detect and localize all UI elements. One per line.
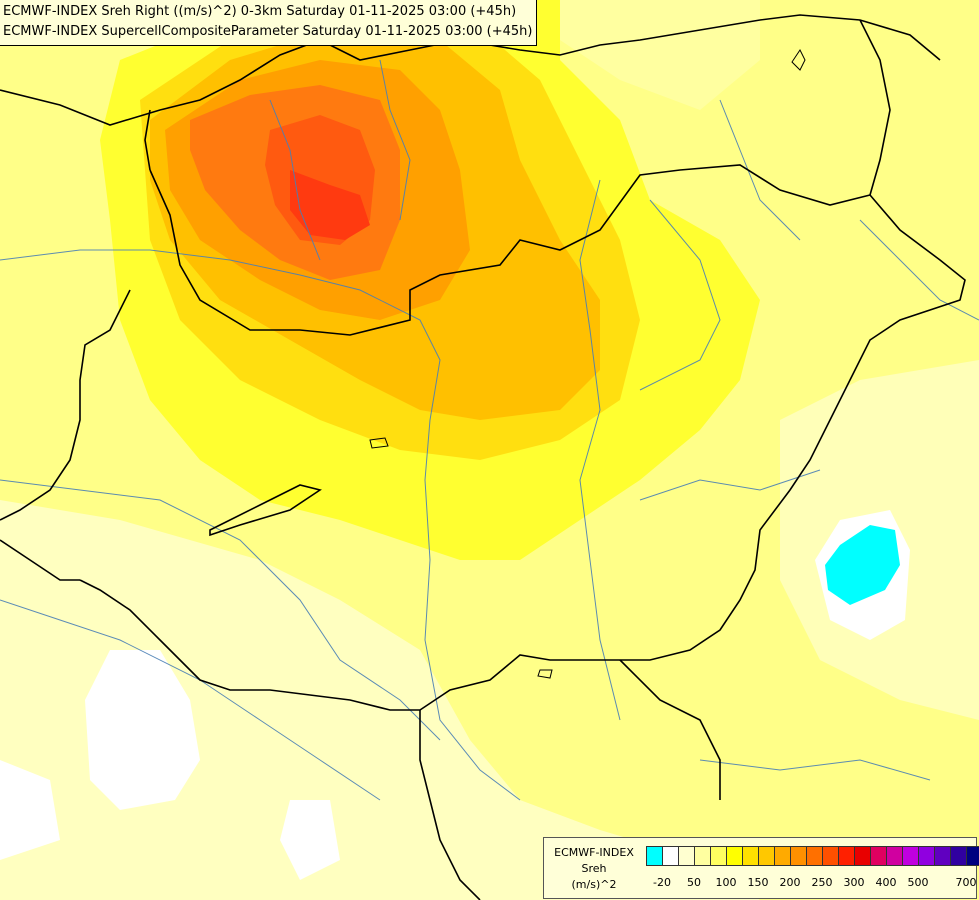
legend-swatch (678, 847, 694, 865)
cyan-patch (825, 525, 900, 605)
legend-tick-label: 300 (843, 876, 865, 889)
legend-swatch (950, 847, 966, 865)
title-line-2: ECMWF-INDEX SupercellCompositeParameter … (3, 24, 533, 39)
border-hungary (79, 164, 966, 711)
border-southeast (619, 659, 721, 800)
legend-label-1: ECMWF-INDEX (554, 846, 634, 859)
legend-tick-label: 400 (875, 876, 897, 889)
legend-tick-label: 250 (811, 876, 833, 889)
legend-tick-label: 150 (747, 876, 769, 889)
pale-region-sw (0, 500, 760, 900)
legend-swatch (822, 847, 838, 865)
legend-swatch (646, 847, 662, 865)
legend-tick-label: 500 (907, 876, 929, 889)
white-patch-s (280, 800, 340, 880)
legend-swatch (966, 847, 979, 865)
legend-swatch (870, 847, 886, 865)
legend-swatch (662, 847, 678, 865)
legend-swatch (710, 847, 726, 865)
color-legend: ECMWF-INDEX Sreh (m/s)^2 -20 50 100 150 200 2… (543, 837, 979, 899)
white-patch-sw (85, 650, 200, 810)
legend-swatch (694, 847, 710, 865)
legend-tick-label: 50 (687, 876, 701, 889)
map-title-box: ECMWF-INDEX Sreh Right ((m/s)^2) 0-3km S… (0, 0, 538, 46)
legend-label-2: Sreh (581, 862, 607, 875)
legend-tick-label: 700 (955, 876, 977, 889)
border-southwest (0, 539, 80, 581)
dark-orange-patch (205, 120, 245, 170)
white-patch-w (0, 760, 60, 860)
legend-swatch (790, 847, 806, 865)
legend-swatch (854, 847, 870, 865)
legend-swatch (726, 847, 742, 865)
legend-color-bar (646, 846, 979, 866)
legend-swatch (758, 847, 774, 865)
red-core (290, 170, 370, 240)
legend-label-3: (m/s)^2 (571, 878, 617, 891)
title-line-1: ECMWF-INDEX Sreh Right ((m/s)^2) 0-3km S… (3, 4, 517, 19)
legend-swatch (918, 847, 934, 865)
border-east (859, 19, 891, 196)
legend-swatch (886, 847, 902, 865)
legend-swatch (934, 847, 950, 865)
legend-swatch (806, 847, 822, 865)
legend-tick-label: 100 (715, 876, 737, 889)
legend-swatch (742, 847, 758, 865)
legend-tick-label: -20 (653, 876, 671, 889)
border-slovakia-austria (144, 109, 151, 171)
border-south (419, 710, 481, 900)
legend-swatch (902, 847, 918, 865)
legend-swatch (838, 847, 854, 865)
pale-region-ne (540, 0, 760, 110)
border-west (0, 289, 131, 521)
legend-tick-label: 200 (779, 876, 801, 889)
legend-swatch (774, 847, 790, 865)
lake-balaton (209, 484, 322, 537)
